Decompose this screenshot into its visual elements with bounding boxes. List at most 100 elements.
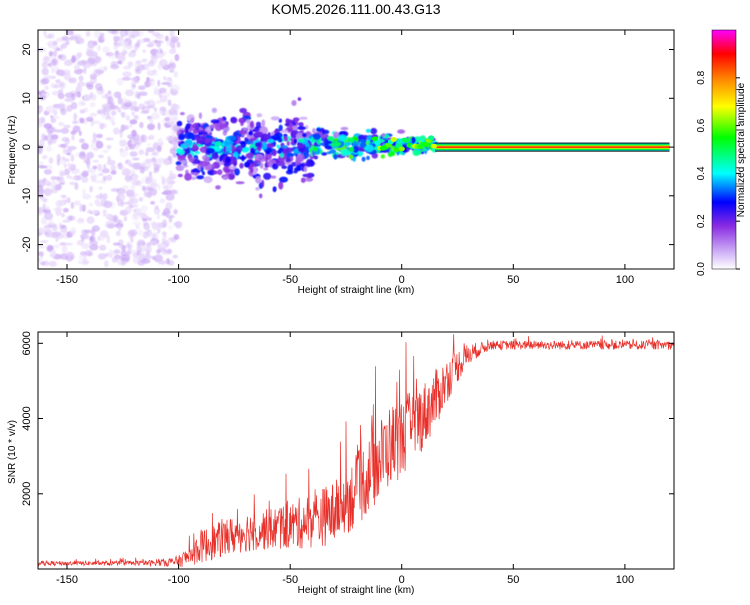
- spectrogram-blob: [153, 86, 160, 92]
- spectrogram-blob: [380, 154, 385, 159]
- spectrogram-blob: [61, 245, 68, 254]
- spectrogram-blob: [180, 164, 189, 168]
- spectrogram-blob: [249, 120, 255, 129]
- spectrogram-blob: [81, 204, 86, 212]
- spectrogram-blob: [205, 147, 215, 154]
- spectrogram-blob: [258, 193, 263, 199]
- spectrogram-blob: [156, 40, 162, 48]
- spectrogram-blob: [59, 253, 69, 260]
- spectrogram-blob: [166, 177, 172, 184]
- spectrogram-blob: [69, 181, 76, 186]
- spectrogram-blob: [75, 91, 82, 98]
- carrier-tone-blob: [398, 146, 405, 152]
- spectrogram-blob: [140, 205, 148, 212]
- spectrogram-blob: [41, 61, 49, 69]
- spectrogram-blob: [85, 49, 93, 57]
- spectrogram-blob: [130, 81, 136, 90]
- colorbar-tick-label: 0.2: [696, 214, 707, 228]
- spectrogram-blob: [116, 78, 124, 86]
- spectrogram-blob: [301, 132, 307, 138]
- spectrogram-blob: [64, 92, 75, 98]
- spectrogram-blob: [38, 105, 43, 114]
- spectrogram-blob: [263, 172, 272, 180]
- spectrogram-blob: [169, 48, 177, 55]
- spectrogram-blob: [121, 101, 125, 109]
- spectrogram-blob: [270, 175, 277, 179]
- spectrogram-blob: [235, 145, 243, 153]
- spectrogram-blob: [92, 159, 100, 163]
- spectrogram-blob: [122, 168, 126, 173]
- spectrogram-blob: [137, 228, 143, 237]
- spectrogram-ylabel: Frequency (Hz): [7, 116, 18, 185]
- spectrogram-blob: [133, 212, 138, 219]
- carrier-tone-blob: [403, 138, 411, 144]
- spectrogram-blob: [333, 153, 338, 160]
- spectrogram-blob: [211, 107, 218, 114]
- spectrogram-blob: [239, 162, 244, 169]
- spectrogram-blob: [50, 58, 59, 66]
- spectrogram-blob: [285, 157, 291, 163]
- spectrogram-blob: [222, 175, 229, 180]
- spectrogram-blob: [44, 212, 53, 220]
- spectrogram-blob: [144, 100, 151, 105]
- y-tick-label: -10: [21, 188, 33, 204]
- spectrogram-blob: [159, 110, 164, 115]
- spectrogram-blob: [63, 124, 71, 129]
- spectrogram-blob: [55, 79, 61, 84]
- spectrogram-blob: [166, 121, 174, 125]
- spectrogram-blob: [359, 142, 367, 148]
- spectrogram-blob: [145, 244, 152, 253]
- spectrogram-blob: [60, 108, 67, 116]
- spectrogram-blob: [288, 122, 293, 130]
- spectrogram-blob: [78, 254, 86, 261]
- spectrogram-blob: [239, 107, 247, 114]
- spectrogram-blob: [297, 147, 307, 153]
- carrier-tone-blob: [390, 137, 397, 142]
- spectrogram-blob: [219, 155, 223, 162]
- spectrogram-blob: [138, 91, 148, 97]
- spectrogram-blob: [258, 156, 263, 161]
- spectrogram-blob: [254, 131, 264, 137]
- spectrogram-blob: [389, 151, 396, 157]
- spectrogram-blob: [103, 163, 107, 170]
- spectrogram-blob: [49, 180, 58, 189]
- spectrogram-blob: [129, 173, 139, 181]
- spectrogram-blob: [267, 139, 275, 143]
- spectrogram-blob: [105, 213, 114, 220]
- spectrogram-blob: [89, 243, 99, 251]
- spectrogram-blob: [348, 154, 354, 160]
- spectrogram-blob: [70, 101, 78, 110]
- spectrogram-blob: [86, 152, 94, 159]
- spectrogram-blob: [98, 172, 104, 177]
- spectrogram-blob: [153, 207, 161, 215]
- spectrogram-blob: [101, 111, 105, 119]
- spectrogram-blob: [225, 156, 231, 164]
- spectrogram-blob: [157, 228, 161, 234]
- spectrogram-blob: [81, 176, 89, 183]
- spectrogram-blob: [116, 193, 126, 202]
- spectrogram-blob: [291, 100, 297, 106]
- spectrogram-blob: [112, 187, 116, 192]
- spectrogram-blob: [272, 186, 277, 193]
- spectrogram-blob: [63, 142, 69, 148]
- spectrogram-blob: [157, 122, 161, 131]
- spectrogram-blob: [169, 69, 175, 73]
- spectrogram-blob: [286, 147, 293, 153]
- spectrogram-blob: [106, 174, 113, 181]
- spectrogram-blob: [38, 245, 46, 249]
- colorbar-gradient: [711, 29, 737, 270]
- spectrogram-x-ticks: -150 -100 -50 0 50 100: [56, 30, 634, 286]
- carrier-tone-blob: [393, 147, 400, 153]
- spectrogram-blob: [118, 244, 128, 249]
- spectrogram-blob: [276, 144, 280, 149]
- spectrogram-blob: [64, 242, 73, 246]
- spectrogram-y-ticks: -20 -10 0 10 20: [21, 43, 674, 253]
- spectrogram-blob: [246, 119, 251, 124]
- spectrogram-blob: [79, 109, 85, 114]
- spectrogram-blob: [97, 237, 105, 241]
- spectrogram-blob: [249, 137, 258, 141]
- spectrogram-blob: [136, 246, 142, 253]
- spectrogram-blob: [171, 84, 181, 92]
- spectrogram-blob: [82, 188, 86, 195]
- spectrogram-blob: [283, 136, 289, 141]
